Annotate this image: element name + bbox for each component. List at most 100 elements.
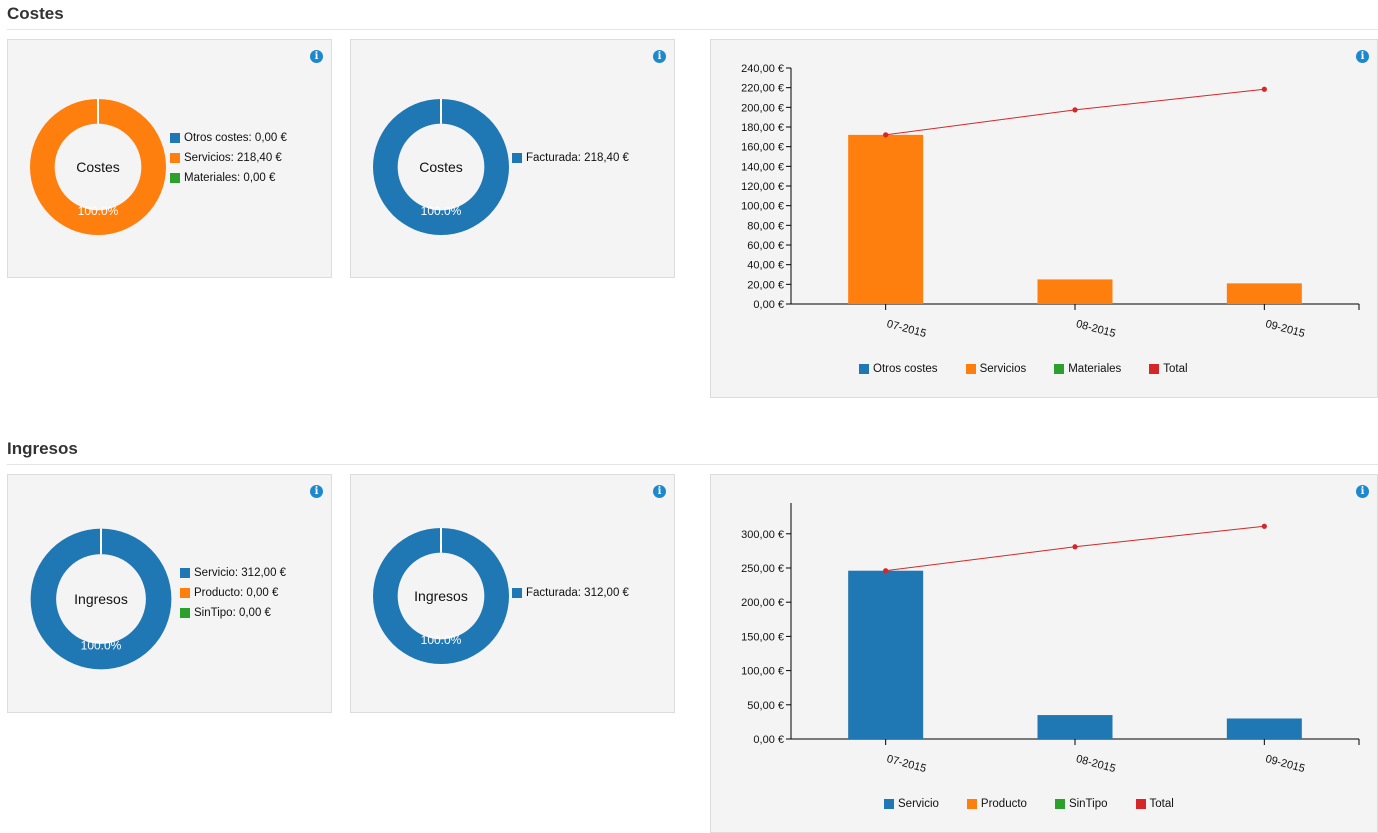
legend-item[interactable]: Total (1135, 794, 1174, 814)
legend-label: Total (1163, 363, 1188, 375)
line-point[interactable] (1261, 523, 1267, 529)
legend-item[interactable]: Servicio: 312,00 € (180, 563, 286, 583)
info-icon[interactable]: i (653, 50, 666, 63)
donut-legend: Servicio: 312,00 € Producto: 0,00 € SinTip… (180, 563, 286, 623)
y-tick-label: 150,00 € (741, 631, 784, 643)
x-tick-label: 09-2015 (1264, 318, 1306, 340)
donut-center-label: Costes (419, 159, 463, 175)
bar[interactable] (1037, 279, 1113, 304)
y-tick-label: 0,00 € (753, 299, 784, 311)
costes-donut-panel-2: i Costes 100.0% Facturada: 218,40 € (350, 39, 675, 278)
x-tick-label: 09-2015 (1264, 753, 1306, 775)
line-point[interactable] (1072, 107, 1078, 113)
x-tick-label: 07-2015 (885, 318, 927, 340)
legend-item[interactable]: Facturada: 218,40 € (512, 148, 629, 168)
y-tick-label: 40,00 € (747, 260, 784, 272)
legend-label: SinTipo: 0,00 € (194, 607, 271, 619)
y-tick-label: 100,00 € (741, 666, 784, 678)
bar[interactable] (848, 134, 924, 304)
bar[interactable] (1226, 283, 1302, 304)
legend-swatch (170, 133, 180, 143)
legend-label: Servicio: 312,00 € (194, 567, 287, 579)
info-icon[interactable]: i (1356, 485, 1369, 498)
legend-label: Producto: 0,00 € (194, 587, 279, 599)
legend-swatch (170, 173, 180, 183)
legend-item[interactable]: Materiales: 0,00 € (170, 168, 287, 188)
info-icon[interactable]: i (653, 485, 666, 498)
legend-label: SinTipo (1068, 798, 1108, 810)
costes-donut-panel-1: i Costes 100.0% Otros costes: 0,00 € Servi… (7, 39, 332, 278)
bar[interactable] (1226, 718, 1302, 739)
legend-item[interactable]: Otros costes (859, 359, 938, 379)
donut-slice[interactable] (30, 528, 172, 670)
legend-item[interactable]: Servicios: 218,40 € (170, 148, 287, 168)
bar-chart-legend: Otros costes Servicios Materiales Total (859, 359, 1216, 379)
legend-item[interactable]: Servicios (965, 359, 1027, 379)
ingresos-bar-panel: i 0,00 € 50,00 € 100,00 € 150,00 € 200,00 € 2… (710, 474, 1378, 833)
line-point[interactable] (1261, 86, 1267, 92)
donut-center-label: Costes (76, 159, 120, 175)
bar-chart: 0,00 € 20,00 € 40,00 € 60,00 € 80,00 € 100,00… (741, 63, 1360, 340)
legend-item[interactable]: Otros costes: 0,00 € (170, 128, 287, 148)
legend-item[interactable]: SinTipo (1054, 794, 1108, 814)
legend-swatch (965, 364, 976, 374)
info-icon[interactable]: i (310, 50, 323, 63)
ingresos-donut-panel-1: i Ingresos 100.0% Servicio: 312,00 € Produ… (7, 474, 332, 713)
section-divider (7, 464, 1378, 465)
legend-item[interactable]: Facturada: 312,00 € (512, 583, 629, 603)
legend-swatch (884, 799, 894, 809)
legend-swatch (170, 153, 180, 163)
bar-chart-legend: Servicio Producto SinTipo Total (884, 794, 1202, 814)
y-tick-label: 120,00 € (741, 181, 784, 193)
legend-item[interactable]: Servicio (884, 794, 939, 814)
donut-slice[interactable] (373, 99, 509, 235)
donut-percent-label: 100.0% (421, 204, 462, 218)
line-point[interactable] (883, 568, 889, 574)
legend-swatch (966, 799, 977, 809)
legend-label: Otros costes (873, 363, 938, 375)
info-icon[interactable]: i (310, 485, 323, 498)
donut-chart: Ingresos 100.0% (373, 528, 509, 664)
bar[interactable] (1037, 715, 1113, 739)
legend-swatch (859, 364, 869, 374)
y-tick-label: 180,00 € (741, 122, 784, 134)
legend-item[interactable]: Materiales (1054, 359, 1121, 379)
legend-swatch (1054, 364, 1065, 374)
legend-item[interactable]: Producto (966, 794, 1027, 814)
donut-center-label: Ingresos (414, 588, 468, 604)
legend-label: Materiales: 0,00 € (184, 172, 276, 184)
y-tick-label: 220,00 € (741, 83, 784, 95)
y-tick-label: 60,00 € (747, 240, 784, 252)
x-tick-label: 07-2015 (885, 753, 927, 775)
info-icon[interactable]: i (1356, 50, 1369, 63)
legend-swatch (512, 153, 522, 163)
legend-label: Otros costes: 0,00 € (184, 132, 287, 144)
y-tick-label: 140,00 € (741, 161, 784, 173)
y-tick-label: 20,00 € (747, 279, 784, 291)
donut-percent-label: 100.0% (78, 204, 119, 218)
y-tick-label: 250,00 € (741, 563, 784, 575)
y-tick-label: 50,00 € (747, 700, 784, 712)
costes-bar-panel: i 0,00 € 20,00 € 40,00 € 60,00 € 80,00 € 100,… (710, 39, 1378, 398)
donut-slice[interactable] (30, 99, 166, 235)
y-tick-label: 0,00 € (753, 734, 784, 746)
ingresos-donut-panel-2: i Ingresos 100.0% Facturada: 312,00 € (350, 474, 675, 713)
donut-slice[interactable] (373, 528, 509, 664)
legend-label: Facturada: 312,00 € (526, 587, 629, 599)
legend-label: Servicios (979, 363, 1027, 375)
y-tick-label: 300,00 € (741, 529, 784, 541)
legend-item[interactable]: Producto: 0,00 € (180, 583, 286, 603)
bar[interactable] (848, 570, 924, 739)
legend-label: Facturada: 218,40 € (526, 152, 629, 164)
legend-item[interactable]: SinTipo: 0,00 € (180, 603, 286, 623)
donut-chart: Costes 100.0% (373, 99, 509, 235)
x-tick-label: 08-2015 (1075, 753, 1117, 775)
donut-percent-label: 100.0% (421, 633, 462, 647)
legend-item[interactable]: Total (1149, 359, 1188, 379)
line-point[interactable] (883, 132, 889, 138)
donut-chart: Ingresos 100.0% (30, 528, 172, 670)
bar-chart: 0,00 € 50,00 € 100,00 € 150,00 € 200,00 € 250… (741, 503, 1360, 775)
donut-center-label: Ingresos (74, 591, 128, 607)
line-point[interactable] (1072, 544, 1078, 550)
donut-legend: Facturada: 312,00 € (512, 583, 629, 603)
